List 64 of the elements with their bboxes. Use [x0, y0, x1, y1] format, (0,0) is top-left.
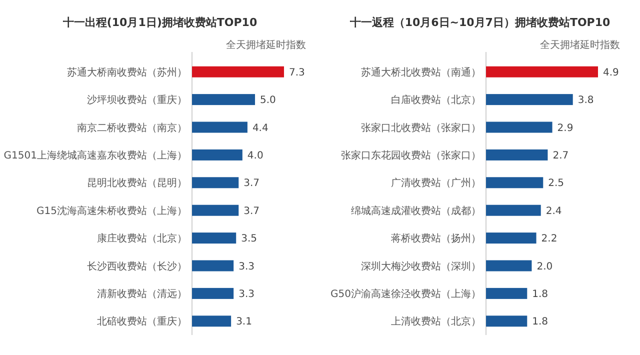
- data-label: 3.1: [236, 316, 252, 328]
- data-label: 1.8: [532, 316, 548, 328]
- bar: [486, 122, 552, 133]
- bar: [486, 204, 541, 216]
- data-label: 3.7: [244, 178, 260, 190]
- y-tick-label: 康庄收费站（北京）: [97, 232, 187, 245]
- bar: [486, 316, 528, 327]
- data-label: 4.4: [252, 122, 268, 134]
- chart-title: 十一返程（10月6日~10月7日）拥堵收费站TOP10: [348, 16, 611, 29]
- data-label: 3.3: [238, 261, 254, 272]
- bar: [486, 288, 528, 299]
- chart-title: 十一出程(10月1日)拥堵收费站TOP10: [62, 16, 258, 29]
- data-label: 2.0: [536, 261, 553, 272]
- bar: [192, 122, 248, 133]
- data-label: 2.5: [548, 178, 564, 190]
- data-label: 2.4: [546, 206, 562, 217]
- y-tick-label: 蒋桥收费站（扬州）: [391, 232, 481, 245]
- data-label: 5.0: [260, 95, 276, 106]
- bar: [192, 177, 239, 188]
- data-label: 3.5: [241, 234, 258, 245]
- y-tick-label: 张家口东花园收费站（张家口）: [341, 149, 481, 162]
- y-tick-label: 清新收费站（清远）: [97, 288, 187, 300]
- y-tick-label: 苏通大桥南收费站（苏州）: [67, 66, 187, 78]
- y-tick-label: 南京二桥收费站（南京）: [77, 122, 187, 134]
- bar: [192, 260, 234, 272]
- x-axis-title: 全天拥堵延时指数: [226, 39, 306, 51]
- y-tick-label: 广清收费站（广州）: [391, 177, 481, 190]
- bar: [486, 149, 548, 160]
- bar: [486, 232, 536, 244]
- y-tick-label: 北碚收费站（重庆）: [97, 316, 187, 328]
- data-label: 3.3: [238, 288, 254, 300]
- bar: [192, 204, 239, 216]
- y-tick-label: 长沙西收费站（长沙）: [87, 260, 187, 272]
- bar: [192, 94, 256, 106]
- bar: [192, 149, 242, 160]
- data-label: 2.9: [557, 122, 574, 134]
- bar: [192, 66, 284, 78]
- data-label: 1.8: [532, 288, 548, 300]
- bar: [486, 66, 598, 78]
- bar: [486, 177, 544, 188]
- bar: [486, 260, 532, 272]
- data-label: 4.0: [247, 150, 264, 162]
- y-tick-label: G1501上海绕城高速嘉东收费站（上海）: [4, 149, 187, 162]
- bar: [192, 316, 232, 327]
- bar: [192, 232, 236, 244]
- y-tick-label: 深圳大梅沙收费站（深圳）: [361, 260, 481, 272]
- bar: [486, 94, 573, 106]
- y-tick-label: 昆明北收费站（昆明）: [87, 177, 187, 190]
- bar: [192, 288, 234, 299]
- y-tick-label: 白庙收费站（北京）: [391, 94, 481, 106]
- y-tick-label: 绵城高速成灌收费站（成都）: [351, 204, 481, 217]
- x-axis-title: 全天拥堵延时指数: [540, 39, 620, 51]
- y-tick-label: G50沪渝高速徐泾收费站（上海）: [330, 288, 481, 300]
- data-label: 7.3: [289, 67, 305, 78]
- y-tick-label: 上清收费站（北京）: [391, 316, 481, 328]
- data-label: 4.9: [603, 67, 619, 78]
- data-label: 3.7: [244, 206, 260, 217]
- y-tick-label: 张家口北收费站（张家口）: [361, 122, 481, 134]
- data-label: 3.8: [578, 95, 594, 106]
- y-tick-label: G15沈海高速朱桥收费站（上海）: [36, 204, 187, 217]
- data-label: 2.7: [552, 150, 569, 162]
- y-tick-label: 苏通大桥北收费站（南通）: [361, 66, 481, 78]
- y-tick-label: 沙坪坝收费站（重庆）: [87, 94, 187, 106]
- data-label: 2.2: [541, 234, 558, 245]
